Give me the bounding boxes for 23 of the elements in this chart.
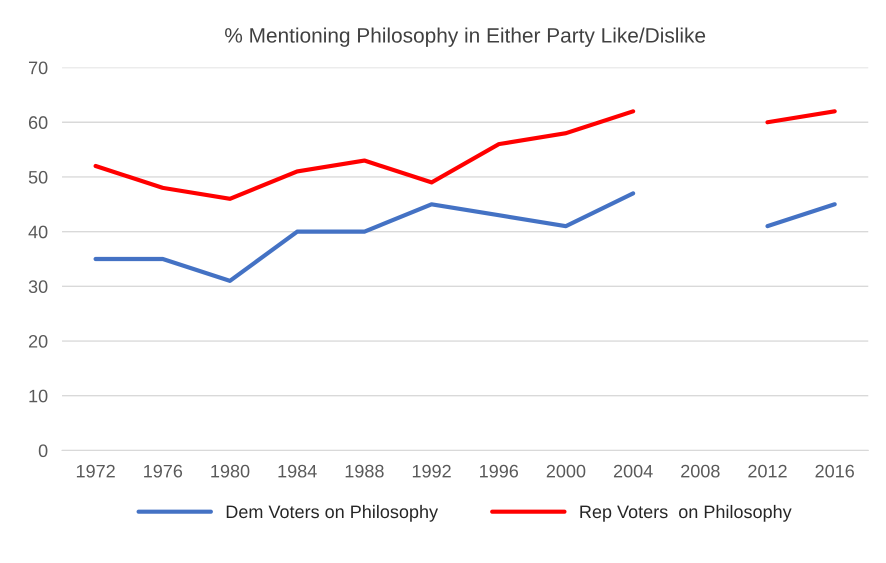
x-tick-label: 1984	[278, 464, 317, 478]
x-tick-label: 1976	[144, 464, 182, 478]
x-tick-label: 2008	[681, 464, 720, 478]
legend-label: Dem Voters on Philosophy	[226, 504, 438, 522]
y-tick-label: 40	[28, 226, 48, 238]
legend-label: Rep Voters on Philosophy	[580, 504, 792, 522]
y-tick-label: 50	[28, 170, 48, 184]
y-tick-label: 10	[29, 390, 48, 402]
chart-title: % Mentioning Philosophy in Either Party Like/Dislike	[225, 27, 706, 47]
x-tick-label: 2012	[748, 464, 787, 478]
x-tick-label: 1972	[76, 464, 115, 478]
x-tick-label: 1996	[480, 464, 518, 478]
x-tick-label: 1988	[346, 464, 384, 478]
x-tick-label: 2000	[546, 464, 586, 478]
y-tick-label: 60	[28, 116, 48, 129]
x-tick-label: 1980	[211, 464, 250, 478]
y-tick-label: 70	[28, 61, 48, 74]
y-tick-label: 30	[28, 280, 48, 294]
y-tick-label: 0	[38, 444, 48, 458]
x-tick-label: 2016	[816, 464, 854, 478]
y-tick-label: 20	[28, 334, 48, 348]
x-tick-label: 1992	[412, 464, 451, 478]
x-tick-label: 2004	[614, 464, 653, 478]
